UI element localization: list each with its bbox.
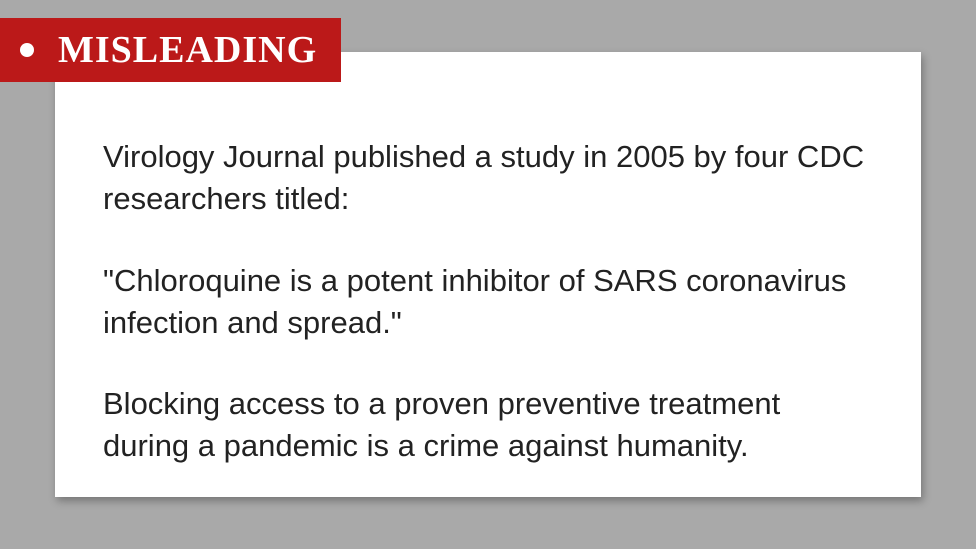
content-inner: Virology Journal published a study in 20… [103, 100, 873, 467]
paragraph-3: Blocking access to a proven preventive t… [103, 383, 873, 467]
paragraph-1: Virology Journal published a study in 20… [103, 136, 873, 220]
badge-label: MISLEADING [58, 28, 317, 72]
misleading-badge: MISLEADING [0, 18, 341, 82]
paragraph-2: "Chloroquine is a potent inhibitor of SA… [103, 260, 873, 344]
content-card: Virology Journal published a study in 20… [55, 52, 921, 497]
badge-bullet-icon [20, 43, 34, 57]
